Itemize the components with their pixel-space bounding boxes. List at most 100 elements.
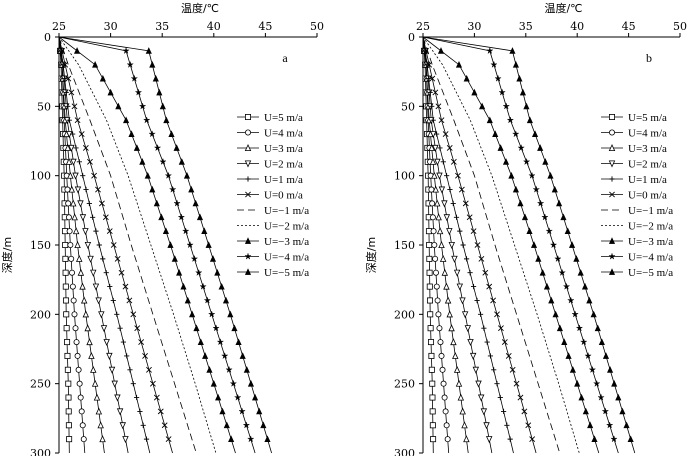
series-5	[58, 36, 173, 454]
series-marker	[82, 310, 90, 318]
series-marker	[580, 338, 588, 346]
series-marker	[528, 171, 536, 179]
y-tick-label: 0	[408, 31, 415, 44]
series-marker	[508, 171, 515, 179]
series-marker	[247, 435, 255, 443]
series-marker	[500, 408, 507, 414]
series-marker	[573, 255, 580, 262]
series-marker	[501, 339, 508, 345]
series-marker	[82, 145, 89, 151]
series-marker	[167, 241, 174, 248]
series-10	[58, 36, 272, 454]
series-marker	[214, 269, 221, 276]
series-marker	[192, 199, 199, 207]
series-marker	[162, 227, 169, 235]
series-marker	[163, 116, 170, 124]
series-marker	[157, 408, 164, 415]
series-marker	[439, 254, 447, 262]
series-marker	[453, 214, 460, 220]
series-marker	[164, 171, 173, 179]
series-marker	[63, 297, 70, 304]
series-marker	[127, 367, 133, 373]
series-marker	[196, 213, 204, 221]
series-marker	[143, 116, 151, 124]
series-marker	[99, 74, 106, 82]
series-marker	[477, 394, 485, 402]
series-marker	[438, 186, 446, 194]
series-marker	[474, 242, 481, 248]
series-marker	[429, 157, 437, 165]
series-marker	[446, 145, 453, 151]
y-tick-label: 100	[394, 170, 415, 183]
series-marker	[530, 241, 538, 248]
legend-swatch-marker	[244, 114, 251, 121]
series-marker	[91, 379, 99, 387]
legend: U=5 m/a U=4 m/a U=3 m/a U=2 m/a U=1 m/a U=0 m…	[601, 112, 673, 279]
legend-label: U=1 m/a	[264, 174, 303, 186]
series-marker	[70, 131, 76, 137]
series-9	[422, 36, 619, 454]
series-marker	[126, 297, 133, 304]
series-marker	[562, 282, 571, 290]
series-marker	[205, 241, 212, 248]
series-marker	[73, 47, 81, 54]
series-marker	[429, 380, 436, 387]
series-marker	[130, 311, 137, 318]
series-marker	[73, 339, 80, 346]
legend-label: U=−3 m/a	[264, 236, 309, 248]
series-marker	[442, 408, 449, 415]
series-marker	[506, 116, 515, 124]
x-tick-label: 50	[310, 20, 324, 33]
series-marker	[221, 352, 229, 360]
series-marker	[521, 408, 528, 415]
series-marker	[63, 311, 70, 318]
series-marker	[526, 227, 533, 235]
series-marker	[79, 422, 86, 429]
series-marker	[505, 353, 512, 359]
series-5	[422, 36, 537, 454]
series-marker	[68, 144, 75, 152]
series-marker	[472, 366, 480, 374]
series-marker	[114, 311, 120, 317]
series-marker	[134, 325, 141, 332]
series-marker	[441, 200, 448, 208]
series-marker	[100, 325, 108, 333]
series-marker	[79, 214, 87, 222]
series-marker	[62, 241, 69, 248]
series-marker	[153, 199, 160, 207]
series-marker	[494, 74, 502, 82]
series-marker	[529, 436, 536, 443]
series-marker	[243, 366, 250, 373]
series-line	[58, 36, 272, 454]
series-marker	[66, 117, 72, 123]
series-7	[422, 36, 580, 454]
series-marker	[567, 296, 575, 304]
series-marker	[479, 102, 486, 110]
series-marker	[210, 379, 217, 387]
legend-label: U=3 m/a	[628, 143, 667, 155]
series-marker	[190, 254, 199, 263]
series-marker	[545, 227, 553, 235]
series-marker	[90, 269, 97, 277]
series-marker	[208, 310, 216, 318]
series-marker	[92, 61, 99, 68]
series-line	[422, 36, 636, 454]
legend-swatch-marker	[608, 144, 616, 152]
series-marker	[458, 186, 465, 193]
series-marker	[68, 185, 76, 193]
series-marker	[123, 116, 130, 124]
series-marker	[65, 408, 72, 415]
series-marker	[437, 47, 445, 54]
chart-panel-a: 25 30 35 40 45 50 0 50 100 150 200 250 300 温度/℃ 深度/m a U…	[0, 1, 324, 456]
chart-panel-b: 25 30 35 40 45 50 0 50 100 150 200 250 300 温度/℃ 深度/m b U…	[364, 1, 687, 456]
series-marker	[532, 185, 540, 193]
series-8	[58, 36, 236, 454]
series-marker	[539, 269, 546, 276]
series-marker	[159, 157, 167, 165]
series-marker	[74, 186, 82, 194]
series-marker	[122, 46, 130, 55]
series-marker	[443, 282, 450, 290]
series-marker	[149, 185, 156, 193]
series-marker	[63, 325, 70, 332]
